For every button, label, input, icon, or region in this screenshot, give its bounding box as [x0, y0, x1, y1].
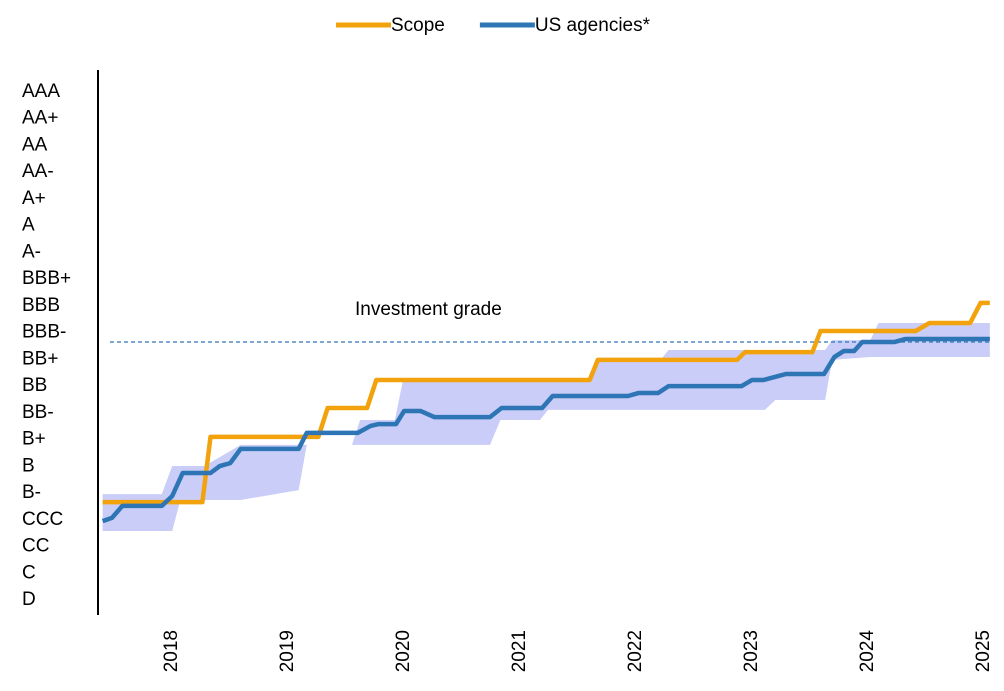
y-tick-label: AAA: [22, 81, 60, 102]
series-line: [102, 300, 990, 505]
y-tick-label: A-: [22, 241, 41, 262]
legend-label: US agencies*: [535, 15, 651, 36]
y-tick-label: BBB-: [22, 322, 66, 343]
legend-label: Scope: [391, 15, 445, 36]
x-tick-label: 2022: [625, 630, 646, 672]
y-tick-label: BBB: [22, 295, 60, 316]
x-tick-label: 2025: [973, 630, 994, 672]
y-tick-label: BB+: [22, 348, 58, 369]
y-tick-label: AA-: [22, 161, 54, 182]
series-line: [101, 336, 990, 524]
y-tick-label: C: [22, 562, 36, 583]
x-tick-label: 2020: [393, 630, 414, 672]
x-tick-label: 2019: [277, 630, 298, 672]
x-tick-label: 2023: [741, 630, 762, 672]
y-tick-label: BB-: [22, 402, 54, 423]
y-tick-label: A: [22, 215, 35, 236]
y-tick-label: B: [22, 455, 35, 476]
x-tick-label: 2018: [161, 630, 182, 672]
y-tick-label: AA: [22, 134, 48, 155]
range-band: [102, 322, 990, 532]
y-tick-label: BB: [22, 375, 47, 396]
annotation: Investment grade: [355, 299, 502, 320]
y-tick-label: A+: [22, 188, 46, 209]
y-tick-label: AA+: [22, 108, 58, 129]
legend: Scope US agencies*: [336, 15, 651, 36]
y-tick-label: BBB+: [22, 268, 71, 289]
y-tick-label: CC: [22, 536, 49, 557]
x-tick-label: 2024: [857, 630, 878, 673]
x-tick-label: 2021: [509, 630, 530, 672]
y-tick-label: B-: [22, 482, 41, 503]
y-tick-label: B+: [22, 429, 46, 450]
y-tick-label: CCC: [22, 509, 63, 530]
y-tick-label: D: [22, 589, 36, 610]
